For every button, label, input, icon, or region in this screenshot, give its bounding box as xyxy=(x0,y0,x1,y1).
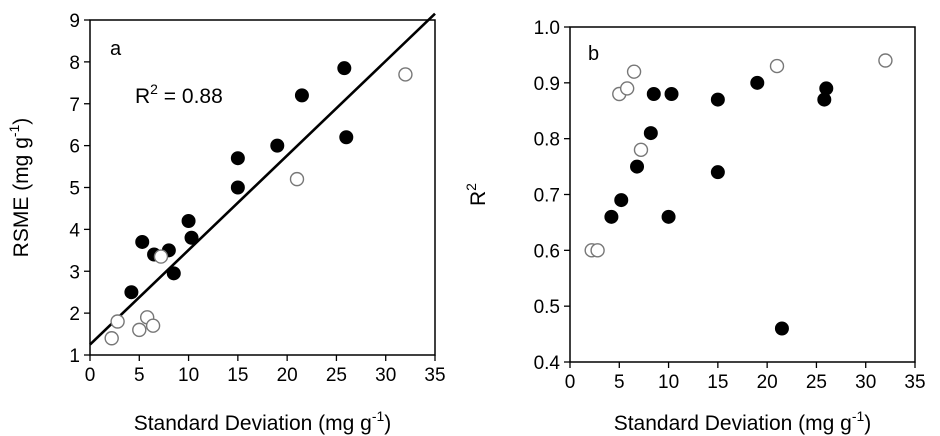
y-axis-title: RSME (mg g-1) xyxy=(6,118,33,258)
x-tick-label: 10 xyxy=(178,365,199,386)
annotation-superscript: 2 xyxy=(150,81,158,97)
data-point-filled xyxy=(604,209,619,224)
annotation-value: = 0.88 xyxy=(158,85,223,108)
y-tick-label: 0.5 xyxy=(534,297,560,318)
x-axis-title-end: ) xyxy=(864,412,871,435)
data-point-filled xyxy=(774,321,789,336)
data-point-filled xyxy=(184,230,199,245)
data-point-filled xyxy=(339,130,354,145)
x-tick-label: 5 xyxy=(614,372,625,393)
x-tick-label: 35 xyxy=(424,365,445,386)
data-point-filled xyxy=(646,87,661,101)
y-tick-label: 7 xyxy=(69,95,80,116)
x-tick-label: 0 xyxy=(565,372,576,393)
data-point-open xyxy=(626,64,642,79)
data-point-open xyxy=(633,142,649,158)
y-tick-label: 6 xyxy=(69,137,80,158)
data-point-filled xyxy=(124,285,139,300)
y-axis-title-text: RSME (mg g xyxy=(10,137,33,257)
x-tick-label: 5 xyxy=(134,365,145,386)
x-tick-label: 20 xyxy=(277,365,298,386)
y-tick-label: 4 xyxy=(69,220,80,241)
x-tick-label: 10 xyxy=(658,372,679,393)
data-point-open xyxy=(110,314,125,329)
x-axis-title-superscript: -1 xyxy=(372,408,385,424)
data-point-filled xyxy=(230,151,245,166)
data-point-open xyxy=(878,53,893,68)
plot-frame xyxy=(89,19,436,356)
data-point-open xyxy=(145,318,161,333)
y-tick-label: 5 xyxy=(69,179,80,200)
y-tick-label: 0.9 xyxy=(534,74,560,95)
x-tick-label: 15 xyxy=(707,372,728,393)
data-point-filled xyxy=(181,214,196,228)
data-point-filled xyxy=(750,75,765,90)
y-tick-label: 3 xyxy=(69,262,80,283)
y-tick-label: 0.8 xyxy=(534,130,560,151)
x-tick-label: 30 xyxy=(375,365,396,386)
y-axis-title: R2 xyxy=(463,183,490,206)
data-point-filled xyxy=(643,126,658,141)
regression-line xyxy=(89,12,436,346)
data-point-filled xyxy=(337,61,352,76)
data-point-filled xyxy=(710,165,725,180)
x-tick-label: 25 xyxy=(326,365,347,386)
data-point-filled xyxy=(135,234,150,249)
x-axis-title: Standard Deviation (mg g-1) xyxy=(134,408,392,435)
x-tick-label: 0 xyxy=(85,365,96,386)
data-point-filled xyxy=(710,92,725,107)
data-point-open xyxy=(769,58,785,74)
x-tick-label: 25 xyxy=(806,372,827,393)
y-axis-title-superscript: -1 xyxy=(6,124,22,137)
y-tick-label: 9 xyxy=(69,11,80,32)
y-tick-label: 2 xyxy=(69,304,80,325)
y-axis-title-superscript: 2 xyxy=(463,183,479,191)
y-tick-label: 8 xyxy=(69,53,80,74)
data-point-open xyxy=(590,243,605,258)
data-point-filled xyxy=(230,180,245,195)
y-axis-title-text: R xyxy=(467,191,490,206)
panel-label: b xyxy=(588,43,599,65)
data-point-filled xyxy=(661,209,676,224)
r-squared-annotation: R2 = 0.88 xyxy=(135,81,223,108)
x-tick-label: 15 xyxy=(227,365,248,386)
y-tick-label: 1 xyxy=(69,346,80,367)
annotation-text: R xyxy=(135,85,150,108)
x-axis-title-end: ) xyxy=(384,412,391,435)
data-point-open xyxy=(132,322,147,338)
data-point-open xyxy=(104,331,119,346)
data-point-open xyxy=(619,81,635,96)
data-point-filled xyxy=(819,81,834,96)
panel-b: 0 5 10 15 20 25 30 35 0.4 0.5 0.6 0.7 0.8 0.9 1.0 Stand… xyxy=(463,18,926,435)
panel-a: 0 5 10 15 20 25 30 35 1 2 3 4 5 6 7 8 9 Standard Deviatio… xyxy=(6,11,446,435)
x-tick-label: 30 xyxy=(855,372,876,393)
data-point-open xyxy=(289,171,305,187)
data-point-filled xyxy=(614,193,629,208)
y-tick-label: 1.0 xyxy=(534,18,560,39)
y-axis-title-end: ) xyxy=(10,118,33,125)
data-point-filled xyxy=(664,87,679,101)
data-point-open xyxy=(398,67,413,82)
data-point-filled xyxy=(270,138,285,153)
x-axis-title-text: Standard Deviation (mg g xyxy=(614,412,852,435)
x-axis-title-text: Standard Deviation (mg g xyxy=(134,412,372,435)
x-tick-label: 20 xyxy=(757,372,778,393)
y-tick-label: 0.4 xyxy=(534,353,561,374)
data-point-filled xyxy=(630,159,645,174)
data-point-filled xyxy=(294,88,309,103)
y-tick-label: 0.7 xyxy=(534,186,560,207)
panel-label: a xyxy=(110,38,122,60)
x-axis-title: Standard Deviation (mg g-1) xyxy=(614,408,872,435)
data-point-open xyxy=(153,249,169,264)
y-tick-label: 0.6 xyxy=(534,241,560,262)
data-point-filled xyxy=(166,266,181,281)
x-axis-title-superscript: -1 xyxy=(852,408,865,424)
x-tick-label: 35 xyxy=(904,372,925,393)
